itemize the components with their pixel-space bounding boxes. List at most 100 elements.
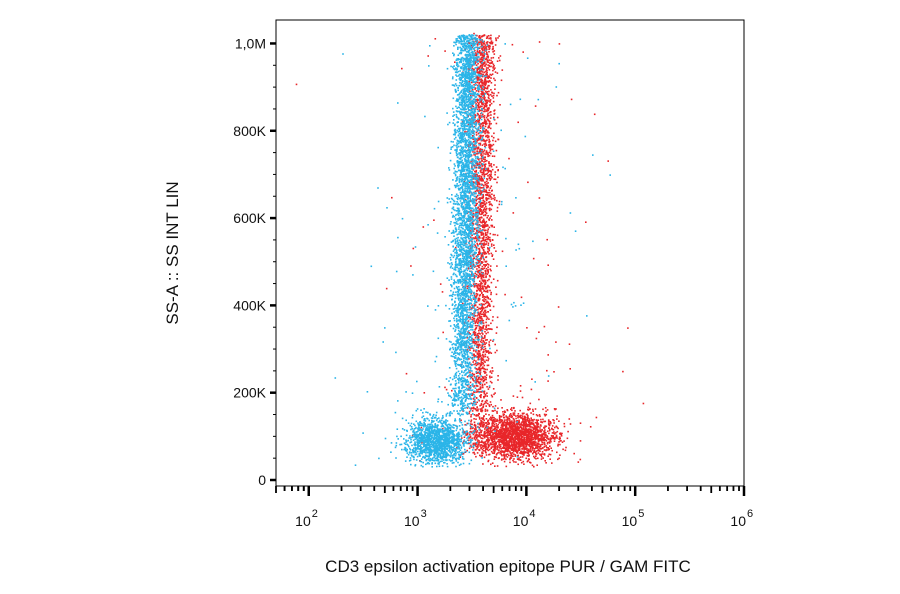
data-point-red [544, 425, 546, 427]
data-point-red [478, 115, 481, 117]
data-point-red [474, 434, 477, 437]
data-point-red [477, 356, 480, 359]
data-point-red [480, 192, 482, 195]
data-point-red [527, 181, 529, 184]
data-point-red [479, 221, 481, 223]
data-point-red [529, 461, 531, 464]
data-point-red [506, 420, 508, 423]
data-point-red [509, 432, 512, 435]
data-point-red [514, 448, 517, 450]
data-point-red [503, 444, 505, 447]
data-point-red [476, 223, 478, 226]
data-point-red [517, 439, 520, 442]
data-point-red [521, 448, 524, 450]
data-point-red [474, 175, 476, 178]
data-point-blue [456, 336, 458, 339]
data-point-red [477, 443, 479, 445]
data-point-red [518, 457, 520, 459]
data-point-red [550, 440, 552, 443]
data-point-red [483, 168, 486, 170]
data-point-red [463, 440, 465, 442]
data-point-red [483, 202, 485, 204]
data-point-red [514, 443, 516, 446]
data-point-red [488, 37, 490, 40]
data-point-red [512, 450, 515, 453]
data-point-red [502, 414, 505, 417]
data-point-red [477, 321, 479, 323]
data-point-red [518, 441, 520, 443]
data-point-red [488, 145, 491, 147]
data-point-red [538, 443, 540, 445]
data-point-red [469, 381, 472, 384]
data-point-red [474, 272, 476, 275]
data-point-red [543, 325, 546, 328]
data-point-red [468, 442, 470, 445]
data-point-red [487, 438, 489, 440]
data-point-red [529, 430, 531, 432]
data-point-red [510, 426, 512, 429]
data-point-red [473, 68, 475, 71]
data-point-red [480, 328, 482, 330]
data-point-red [515, 429, 518, 431]
data-point-red [478, 103, 480, 105]
data-point-red [494, 173, 496, 176]
data-point-red [480, 256, 483, 258]
data-point-red [481, 420, 483, 423]
data-point-red [467, 123, 470, 126]
data-point-red [529, 443, 531, 445]
data-point-red [480, 315, 483, 318]
data-point-blue [448, 367, 451, 369]
data-point-red [482, 404, 485, 406]
data-point-red [485, 324, 488, 327]
data-point-red [535, 450, 538, 452]
data-point-red [442, 427, 444, 430]
data-point-red [481, 122, 484, 124]
data-point-red [476, 317, 479, 320]
data-point-red [507, 427, 510, 430]
data-point-red [485, 143, 487, 146]
data-point-blue [470, 334, 473, 337]
data-point-red [478, 83, 480, 85]
data-point-red [475, 409, 478, 412]
data-point-red [468, 358, 470, 360]
data-point-red [476, 318, 478, 321]
data-point-red [482, 311, 485, 314]
data-point-red [514, 439, 516, 441]
data-point-red [504, 449, 507, 451]
data-point-red [508, 447, 511, 449]
data-point-red [489, 298, 492, 300]
data-point-red [487, 350, 490, 352]
data-point-blue [456, 65, 459, 68]
data-point-red [482, 85, 485, 87]
data-point-red [529, 431, 531, 433]
data-point-red [536, 426, 538, 429]
data-point-red [505, 415, 507, 417]
data-point-red [475, 237, 477, 240]
data-point-red [481, 103, 483, 105]
data-point-red [478, 416, 481, 419]
data-point-red [486, 43, 488, 46]
data-point-red [475, 169, 478, 172]
data-point-red [479, 378, 482, 381]
data-point-red [483, 40, 485, 43]
data-point-red [484, 393, 487, 396]
data-point-red [545, 434, 547, 436]
data-point-red [480, 80, 482, 82]
data-point-blue [466, 397, 468, 399]
data-point-red [509, 455, 512, 457]
data-point-red [505, 444, 508, 447]
data-point-red [549, 458, 551, 460]
data-point-red [484, 444, 486, 446]
data-point-red [479, 106, 481, 109]
data-point-red [486, 183, 488, 185]
data-point-red [469, 433, 471, 436]
data-point-red [478, 431, 480, 434]
data-point-red [485, 57, 488, 60]
data-point-red [490, 203, 492, 205]
data-point-red [488, 138, 490, 141]
data-point-red [470, 44, 473, 47]
data-point-red [475, 171, 477, 173]
data-point-red [494, 447, 496, 449]
data-point-red [536, 422, 538, 424]
data-point-red [496, 349, 498, 352]
